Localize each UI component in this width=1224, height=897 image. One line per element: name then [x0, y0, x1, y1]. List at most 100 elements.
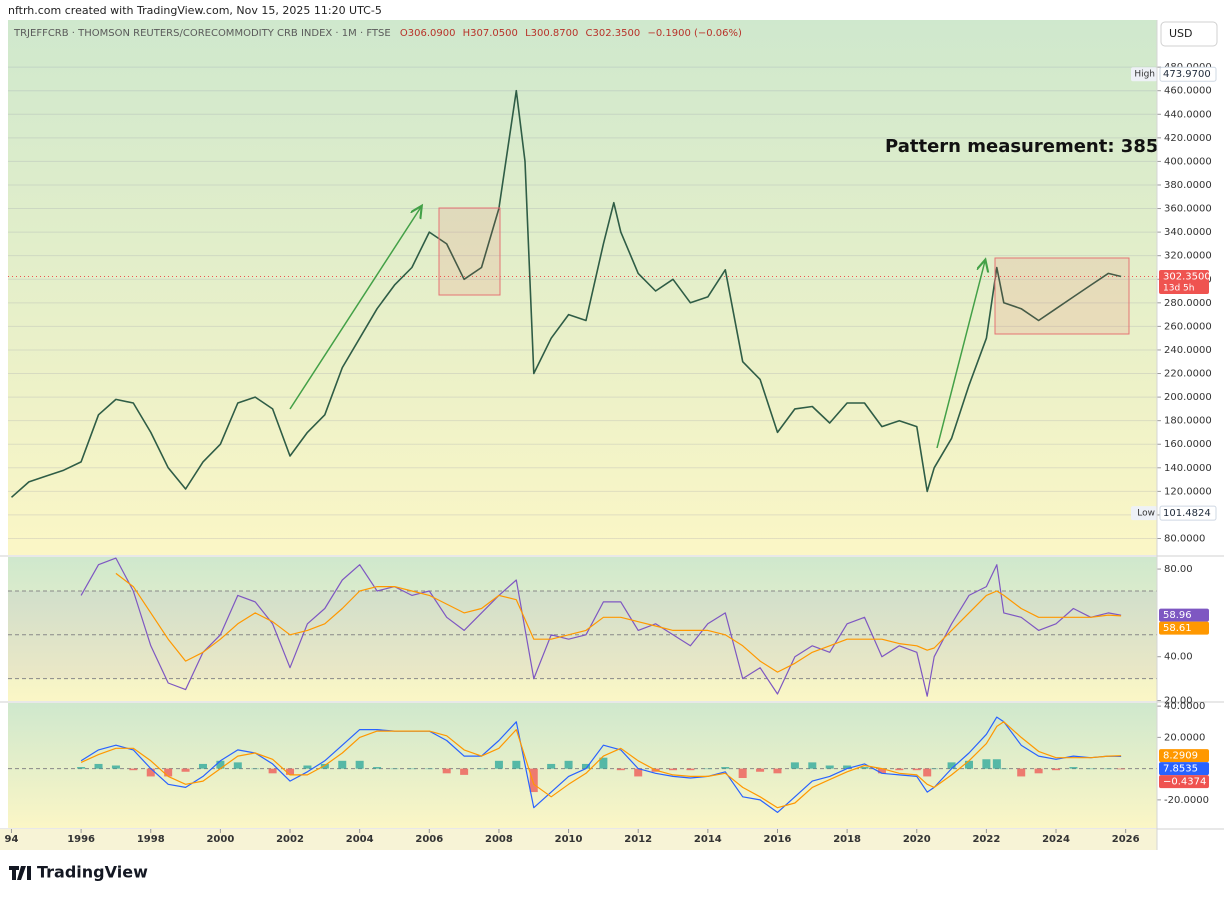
- histogram-bar: [843, 765, 852, 769]
- symbol: TRJEFFCRB · THOMSON REUTERS/CORECOMMODIT…: [13, 28, 391, 39]
- x-tick-label: 2010: [555, 834, 583, 845]
- histogram-bar: [286, 768, 295, 775]
- x-tick-label: 2006: [415, 834, 443, 845]
- x-tick-label: 2026: [1112, 834, 1140, 845]
- value-badge-label: −0.4374: [1163, 777, 1206, 788]
- y-tick-label: 120.0000: [1164, 486, 1212, 497]
- x-tick-label: 2002: [276, 834, 304, 845]
- histogram-bar: [860, 767, 869, 769]
- indicator-line: [80, 557, 1122, 697]
- y-tick-label: 320.0000: [1164, 251, 1212, 262]
- pattern-box: [438, 207, 501, 296]
- histogram-bar: [992, 759, 1001, 769]
- histogram-bar: [164, 768, 173, 777]
- value-badge-label: 58.96: [1163, 610, 1192, 621]
- histogram-bar: [1069, 767, 1078, 769]
- histogram-bar: [738, 768, 747, 778]
- y-tick-label: 340.0000: [1164, 227, 1212, 238]
- histogram-bar: [407, 768, 416, 770]
- histogram-bar: [233, 762, 242, 769]
- pattern-box: [994, 257, 1130, 335]
- y-tick-label: 460.0000: [1164, 86, 1212, 97]
- histogram-bar: [1052, 768, 1061, 771]
- y-tick-label: 80.00: [1164, 564, 1193, 575]
- histogram-bar: [999, 768, 1008, 770]
- histogram-bar: [477, 768, 486, 770]
- y-tick-label: 160.0000: [1164, 439, 1212, 450]
- high-badge: [1159, 66, 1217, 82]
- x-tick-label: 2004: [346, 834, 374, 845]
- y-tick-label: 40.0000: [1164, 701, 1205, 712]
- histogram-bar: [703, 768, 712, 770]
- currency-button[interactable]: [1160, 21, 1218, 47]
- y-tick-label: 400.0000: [1164, 156, 1212, 167]
- histogram-bar: [268, 768, 277, 774]
- histogram-bar: [181, 768, 190, 772]
- histogram-bar: [616, 768, 625, 771]
- histogram-bar: [930, 768, 939, 770]
- y-tick-label: 280.0000: [1164, 298, 1212, 309]
- y-tick-label: 380.0000: [1164, 180, 1212, 191]
- x-tick-label: 2018: [833, 834, 861, 845]
- indicator-line: [80, 721, 1122, 809]
- histogram-bar: [129, 768, 138, 771]
- histogram-bar: [494, 760, 503, 769]
- histogram-bar: [1104, 768, 1113, 770]
- y-tick-label: 200.0000: [1164, 392, 1212, 403]
- low: L300.8700: [525, 28, 578, 39]
- x-tick-label: 2022: [972, 834, 1000, 845]
- histogram-bar: [111, 765, 120, 769]
- value-badge-label: 8.2909: [1163, 751, 1198, 762]
- histogram-bar: [355, 760, 364, 769]
- histogram-bar: [790, 762, 799, 769]
- value-badge: [1159, 775, 1209, 789]
- close: C302.3500: [586, 28, 641, 39]
- histogram-bar: [964, 760, 973, 769]
- high-tag-bg: [1131, 67, 1157, 82]
- histogram-bar: [825, 765, 834, 769]
- x-tick-label: 1996: [67, 834, 95, 845]
- y-tick-label: 240.0000: [1164, 345, 1212, 356]
- value-badge-label: 302.3500: [1163, 271, 1211, 282]
- pane-background: [8, 557, 1157, 701]
- change: −0.1900 (−0.06%): [647, 28, 742, 39]
- x-tick-label: 1998: [137, 834, 165, 845]
- high-tag: High: [1134, 70, 1155, 80]
- histogram-bar: [721, 767, 730, 769]
- histogram-bar: [94, 763, 103, 769]
- histogram-bar: [198, 763, 207, 769]
- x-tick-label: 94: [5, 834, 19, 845]
- histogram-bar: [895, 768, 904, 771]
- histogram-bar: [529, 768, 538, 793]
- value-badge: [1159, 621, 1209, 635]
- histogram-bar: [756, 768, 765, 772]
- indicator-line: [115, 572, 1122, 673]
- histogram-bar: [1017, 768, 1026, 777]
- histogram-bar: [425, 768, 434, 770]
- value-badge-label: 7.8535: [1163, 764, 1198, 775]
- x-tick-label: 2000: [206, 834, 234, 845]
- legend: TRJEFFCRB · THOMSON REUTERS/CORECOMMODIT…: [13, 28, 742, 39]
- histogram-bar: [773, 768, 782, 774]
- value-badge-label: 58.61: [1163, 623, 1192, 634]
- pane-background: [8, 20, 1157, 555]
- y-tick-label: 220.0000: [1164, 369, 1212, 380]
- histogram-bar: [923, 768, 932, 777]
- y-tick-label: 140.0000: [1164, 463, 1212, 474]
- histogram-bar: [338, 760, 347, 769]
- x-tick-label: 2024: [1042, 834, 1070, 845]
- brand: TradingView: [37, 863, 148, 882]
- histogram-bar: [1034, 768, 1043, 774]
- indicator-line: [80, 716, 1122, 813]
- histogram-bar: [808, 762, 817, 769]
- y-tick-label: 360.0000: [1164, 204, 1212, 215]
- y-tick-label: 40.00: [1164, 652, 1193, 663]
- histogram-bar: [512, 760, 521, 769]
- trend-arrow: [289, 207, 421, 410]
- y-tick-label: 180.0000: [1164, 416, 1212, 427]
- y-tick-label: 420.0000: [1164, 133, 1212, 144]
- brand-logo: [9, 866, 31, 880]
- value-badge: [1159, 762, 1209, 776]
- histogram-bar: [669, 768, 678, 771]
- histogram-bar: [912, 768, 921, 771]
